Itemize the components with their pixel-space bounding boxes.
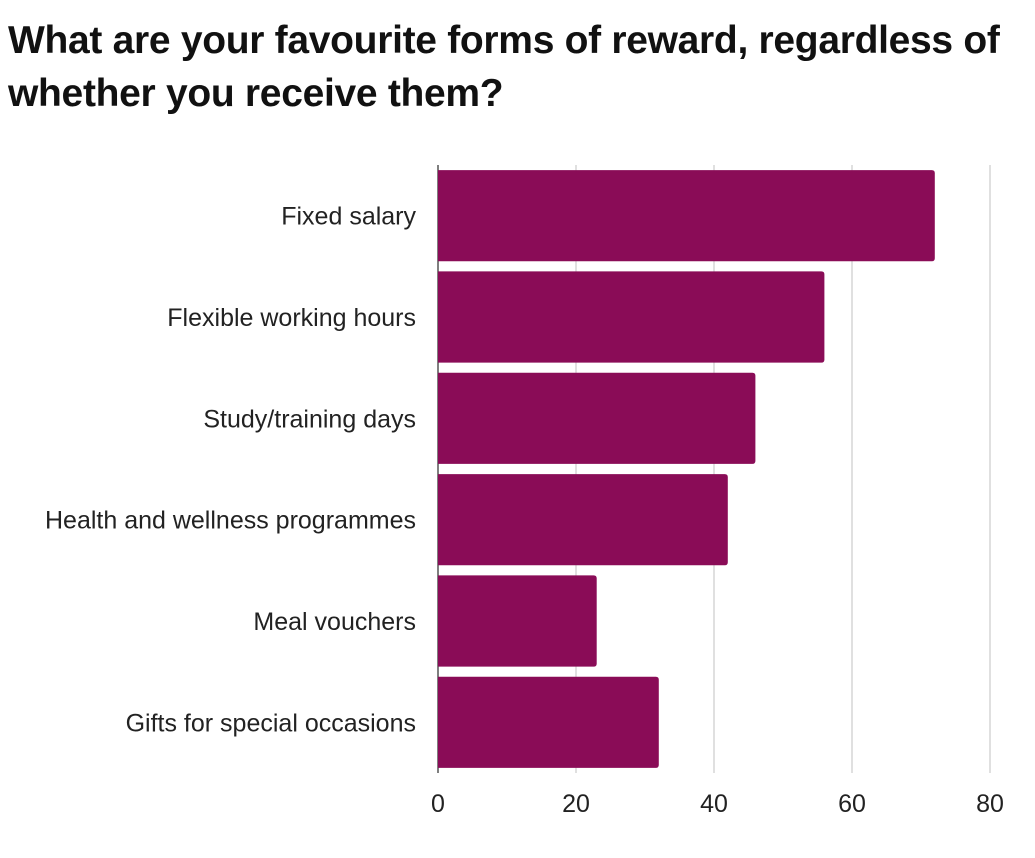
x-tick-label: 80 <box>976 790 1004 818</box>
bar <box>438 676 659 768</box>
x-axis-ticks: 0 20 40 60 80 <box>431 790 1004 818</box>
bar <box>438 271 825 363</box>
bar <box>438 170 935 262</box>
chart-title: What are your favourite forms of reward,… <box>8 19 1000 115</box>
category-labels: Fixed salary Flexible working hours Study/… <box>45 203 417 738</box>
x-tick-label: 60 <box>838 790 866 818</box>
bar <box>438 372 756 464</box>
category-label: Gifts for special occasions <box>126 709 416 737</box>
category-label: Study/training days <box>203 405 416 433</box>
x-tick-label: 20 <box>562 790 590 818</box>
x-tick-label: 0 <box>431 790 445 818</box>
bars <box>438 170 935 768</box>
bar <box>438 474 728 566</box>
category-label: Fixed salary <box>281 203 416 231</box>
bar <box>438 575 597 667</box>
category-label: Health and wellness programmes <box>45 507 416 535</box>
category-label: Flexible working hours <box>167 304 416 332</box>
x-tick-label: 40 <box>700 790 728 818</box>
grid-lines <box>437 165 991 773</box>
category-label: Meal vouchers <box>253 608 416 636</box>
